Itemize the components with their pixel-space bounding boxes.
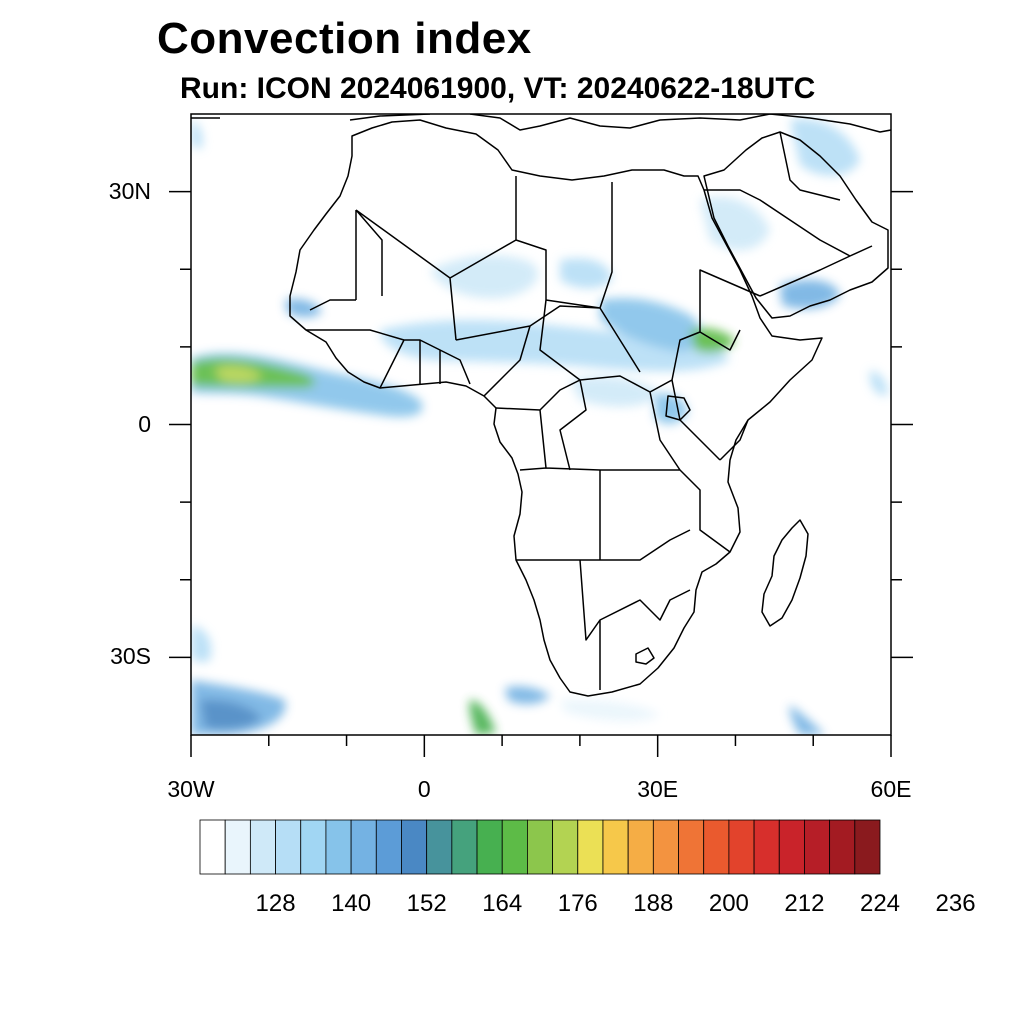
map-title: Convection index: [157, 14, 532, 63]
colorbar-label: 164: [482, 890, 523, 917]
lat-label: 30S: [110, 643, 151, 670]
colorbar-swatch: [501, 819, 528, 875]
colorbar-swatch: [602, 819, 629, 875]
colorbar-swatch: [199, 819, 226, 875]
colorbar-swatch: [325, 819, 352, 875]
convection-cell: [469, 700, 496, 735]
colorbar-swatch: [527, 819, 553, 875]
colorbar-swatch: [854, 819, 881, 875]
axis-ticks: [169, 190, 913, 757]
colorbar-swatch: [224, 819, 251, 875]
colorbar-label: 128: [255, 890, 296, 917]
colorbar-swatch: [652, 819, 679, 875]
colorbar-swatch: [275, 819, 302, 875]
colorbar-label: 152: [406, 890, 447, 917]
colorbar-swatch: [577, 819, 604, 875]
colorbar-label: 188: [633, 890, 674, 917]
convection-cell: [200, 699, 262, 730]
colorbar-label: 224: [859, 890, 901, 917]
convection-cell: [790, 119, 860, 176]
lat-label: 0: [138, 410, 151, 437]
colorbar-swatch: [375, 819, 402, 875]
colorbar-swatch: [804, 819, 831, 875]
map-subtitle: Run: ICON 2024061900, VT: 20240622-18UTC: [180, 72, 816, 105]
colorbar-swatch: [350, 819, 377, 875]
colorbar-swatch: [627, 819, 654, 875]
convection-cell: [560, 258, 612, 289]
colorbar-swatch: [778, 819, 805, 875]
europe-coastline: [191, 114, 891, 133]
colorbar-label: 236: [935, 890, 976, 917]
arabia-coastline: [703, 131, 889, 319]
colorbar-swatch: [728, 819, 755, 875]
colorbar-swatch: [829, 819, 856, 875]
convection-cell: [191, 120, 203, 149]
lat-label: 30N: [108, 177, 151, 204]
lon-label: 0: [417, 776, 431, 802]
lon-label: 60E: [870, 776, 912, 802]
convection-cell: [430, 255, 539, 299]
colorbar-swatch: [300, 819, 327, 875]
convection-field: [191, 119, 888, 735]
convection-cell: [505, 686, 550, 705]
convection-cell: [191, 625, 212, 663]
colorbar-swatch: [678, 819, 705, 875]
convection-cell: [700, 196, 770, 251]
colorbar-label: 200: [708, 890, 749, 917]
colorbar: [199, 819, 881, 875]
lon-label: 30W: [167, 776, 215, 802]
lake-victoria: [665, 395, 691, 421]
colorbar-label: 212: [784, 890, 825, 917]
convection-cell: [870, 370, 888, 396]
lon-label: 30E: [637, 776, 679, 802]
convection-cell: [789, 705, 825, 735]
country-borders: [306, 131, 873, 690]
convection-cell: [215, 365, 262, 384]
colorbar-swatch: [426, 819, 453, 875]
convection-cell: [600, 298, 701, 352]
colorbar-swatch: [753, 819, 780, 875]
colorbar-label: 140: [331, 890, 372, 917]
africa-coastline: [289, 119, 823, 697]
convection-cell: [380, 320, 730, 372]
colorbar-swatch: [703, 819, 730, 875]
coastlines: [191, 114, 891, 697]
colorbar-swatch: [451, 819, 478, 875]
lesotho: [635, 647, 655, 665]
convection-cell: [560, 699, 660, 722]
colorbar-swatch: [249, 819, 276, 875]
colorbar-label: 176: [557, 890, 598, 917]
colorbar-swatch: [552, 819, 579, 875]
convection-cell: [285, 298, 322, 318]
colorbar-swatch: [476, 819, 503, 875]
convection-cell: [570, 376, 660, 407]
colorbar-swatch: [401, 819, 428, 875]
madagascar-coastline: [761, 519, 809, 627]
